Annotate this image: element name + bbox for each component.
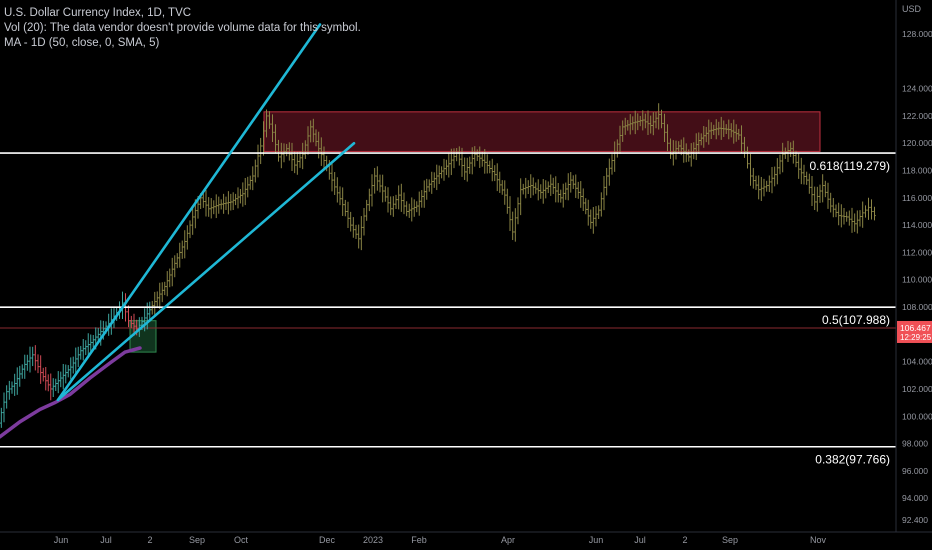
price-tick-label: 116.000 [902,193,932,203]
price-tick-label: 114.000 [902,220,932,230]
time-tick-label: Sep [722,535,738,545]
time-tick-label: 2023 [363,535,383,545]
time-tick-label: Nov [810,535,827,545]
price-axis-unit: USD [902,4,922,14]
time-tick-label: Jul [100,535,112,545]
ma-legend[interactable]: MA - 1D (50, close, 0, SMA, 5) [4,37,160,49]
moving-average-line[interactable] [0,346,142,439]
time-tick-label: Apr [501,535,515,545]
price-tick-label: 104.000 [902,357,932,367]
price-tick-label: 128.000 [902,29,932,39]
price-tick-label: 112.000 [902,247,932,257]
symbol-title[interactable]: U.S. Dollar Currency Index, 1D, TVC [4,7,192,19]
price-tick-label: 120.000 [902,138,932,148]
trendline[interactable] [56,23,322,402]
time-tick-label: Jun [589,535,604,545]
time-tick-label: Jul [634,535,646,545]
price-tick-label: 118.000 [902,166,932,176]
price-tick-label: 92.400 [902,515,928,525]
time-tick-label: Feb [411,535,427,545]
time-tick-label: Dec [319,535,336,545]
bar-countdown: 12:29:25 [900,333,932,342]
time-tick-label: 2 [682,535,687,545]
fib-level-label: 0.618(119.279) [809,159,890,173]
time-tick-label: Sep [189,535,205,545]
last-price-value: 106.467 [900,323,931,333]
time-tick-label: Jun [54,535,69,545]
time-tick-label: 2 [147,535,152,545]
price-tick-label: 96.000 [902,466,928,476]
price-tick-label: 94.000 [902,493,928,503]
last-price-badge [897,320,932,343]
price-tick-label: 102.000 [902,384,932,394]
price-tick-label: 98.000 [902,439,928,449]
volume-note: Vol (20): The data vendor doesn't provid… [4,22,361,34]
price-tick-label: 122.000 [902,111,932,121]
resistance-zone[interactable] [263,111,821,152]
fib-level-label: 0.5(107.988) [822,313,890,327]
trendline[interactable] [56,141,356,402]
price-tick-label: 100.000 [902,411,932,421]
price-tick-label: 110.000 [902,275,932,285]
price-tick-label: 124.000 [902,84,932,94]
chart-legend: U.S. Dollar Currency Index, 1D, TVC Vol … [4,6,361,51]
time-tick-label: Oct [234,535,249,545]
price-tick-label: 108.000 [902,302,932,312]
fib-level-label: 0.382(97.766) [815,453,890,467]
